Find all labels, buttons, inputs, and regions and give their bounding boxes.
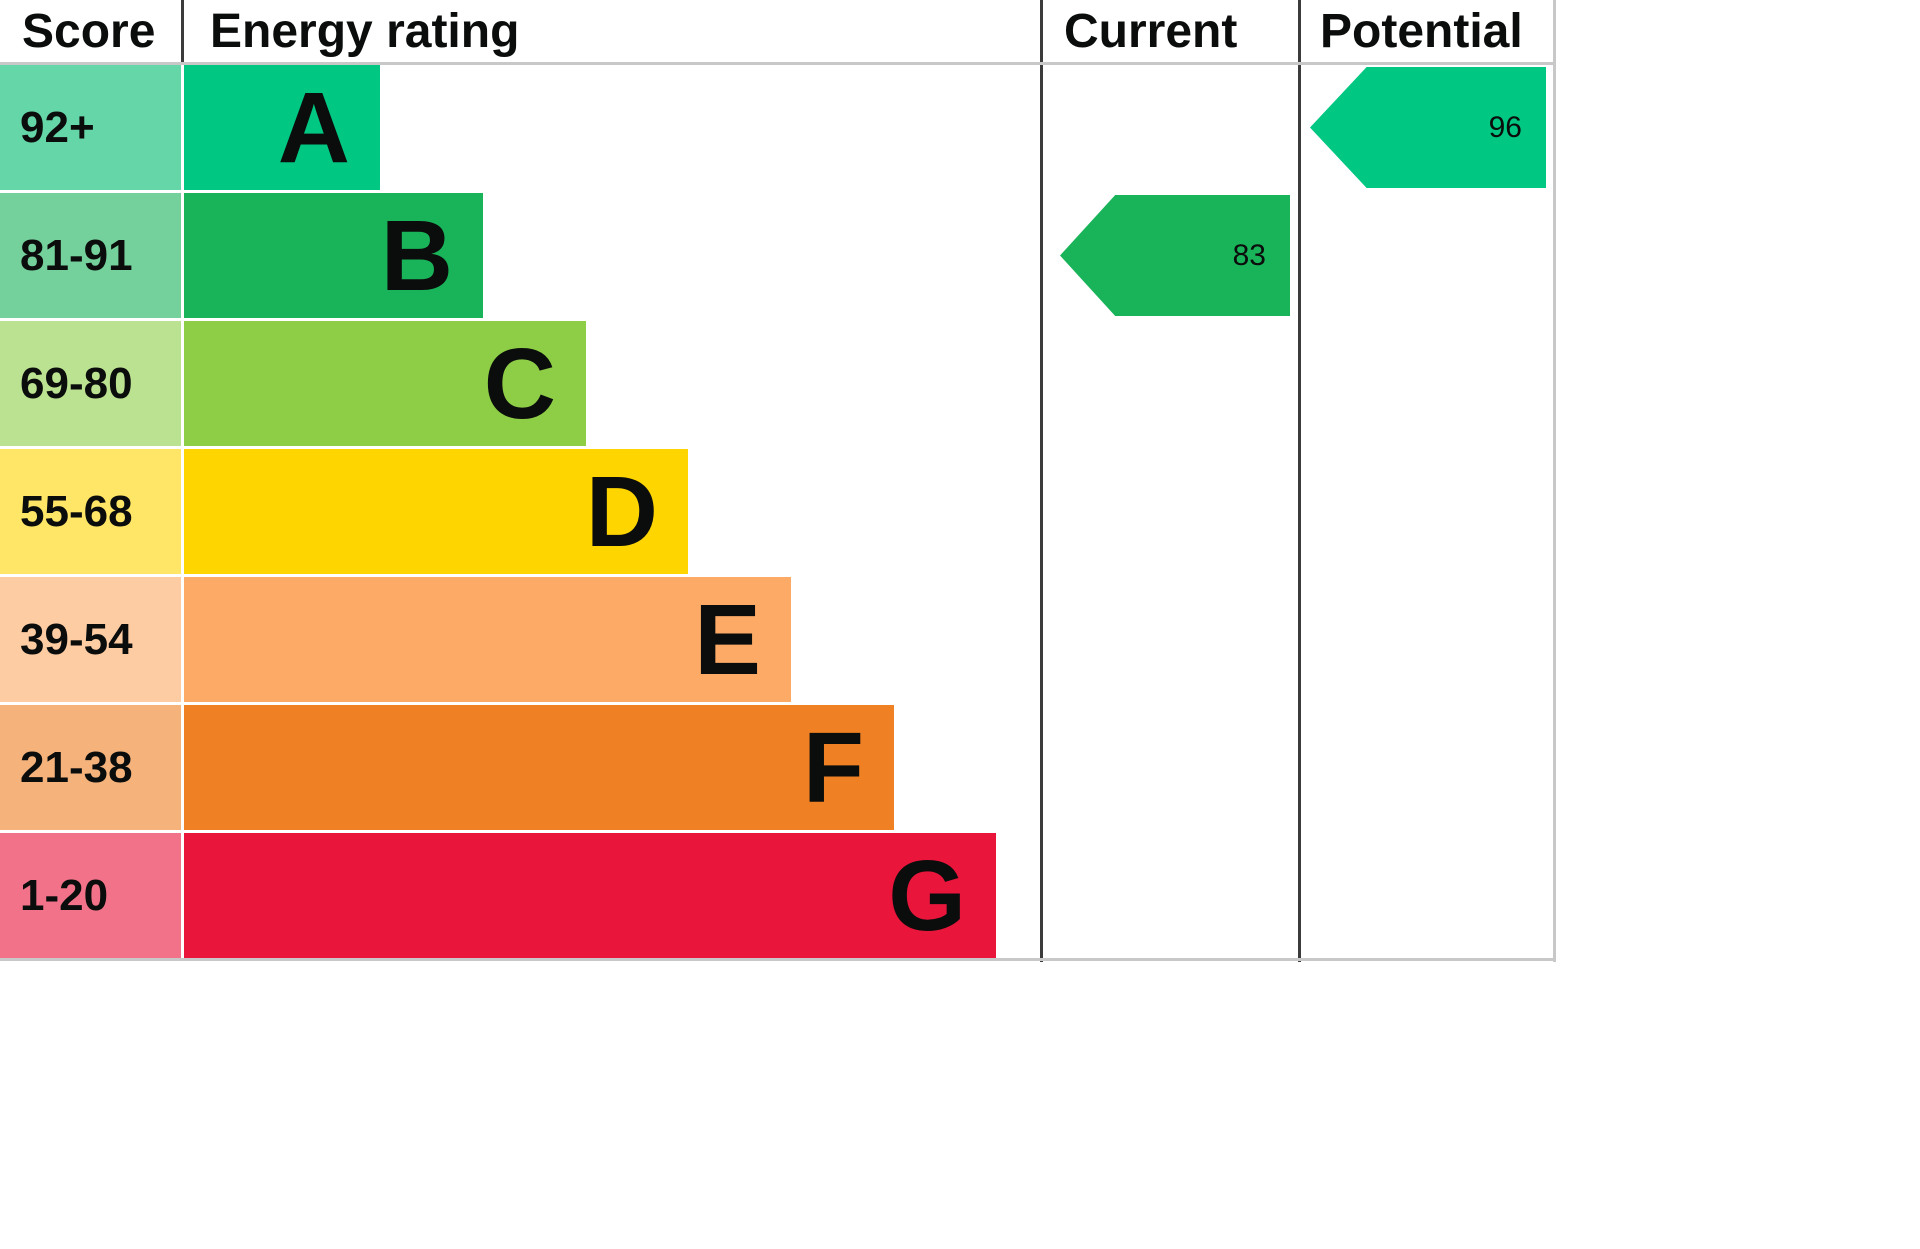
potential-rating-arrow: 96 <box>1310 67 1546 188</box>
band-rows: 92+ A 81-91 B 69-80 C 55-68 D 39-54 E 21-38 F 1-20 G <box>0 65 996 961</box>
energy-rating-graph: Score Energy rating Current Potential 92… <box>0 0 1556 962</box>
band-bar: E <box>184 577 791 702</box>
potential-rating-value: 96 <box>1488 110 1522 144</box>
band-score-range: 69-80 <box>0 321 181 446</box>
band-row-g: 1-20 G <box>0 833 996 961</box>
band-bar: D <box>184 449 688 574</box>
band-row-a: 92+ A <box>0 65 996 193</box>
current-rating-arrow: 83 <box>1060 195 1290 316</box>
header-energy-rating: Energy rating <box>210 4 520 58</box>
band-score-range: 92+ <box>0 65 181 190</box>
header-potential: Potential <box>1320 4 1523 58</box>
header-current: Current <box>1064 4 1238 58</box>
band-score-range: 39-54 <box>0 577 181 702</box>
band-score-range: 55-68 <box>0 449 181 574</box>
current-column-divider <box>1040 0 1043 962</box>
band-bar: B <box>184 193 483 318</box>
band-row-b: 81-91 B <box>0 193 996 321</box>
header-underline <box>0 62 1556 65</box>
band-bar: A <box>184 65 380 190</box>
band-row-f: 21-38 F <box>0 705 996 833</box>
band-score-range: 81-91 <box>0 193 181 318</box>
band-row-c: 69-80 C <box>0 321 996 449</box>
band-score-range: 21-38 <box>0 705 181 830</box>
band-row-e: 39-54 E <box>0 577 996 705</box>
band-row-d: 55-68 D <box>0 449 996 577</box>
chart-bottom-line <box>0 958 1556 961</box>
band-score-range: 1-20 <box>0 833 181 958</box>
current-rating-value: 83 <box>1232 238 1266 272</box>
band-bar: C <box>184 321 586 446</box>
score-column-divider <box>181 0 184 62</box>
band-bar: F <box>184 705 894 830</box>
potential-column-divider <box>1298 0 1301 962</box>
header-score: Score <box>22 4 156 58</box>
band-bar: G <box>184 833 996 958</box>
chart-header: Score Energy rating Current Potential <box>0 0 1556 62</box>
right-edge-divider <box>1553 0 1556 962</box>
